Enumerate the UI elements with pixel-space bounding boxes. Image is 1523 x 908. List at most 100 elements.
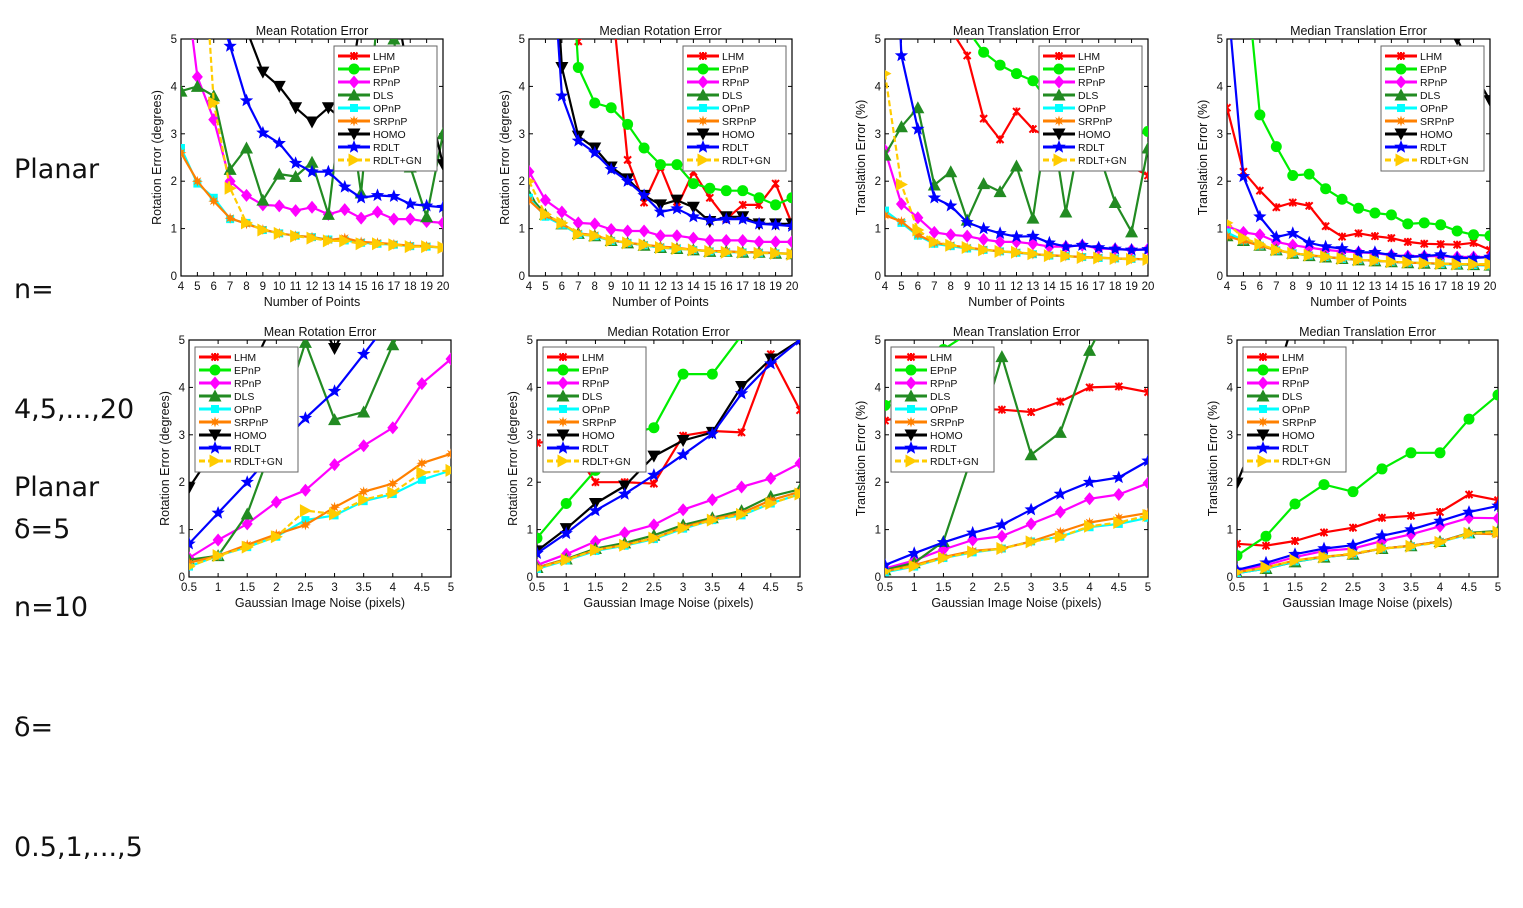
- marker-rdlt: [1351, 245, 1366, 258]
- marker-epnp: [677, 368, 689, 380]
- row-label-varying-points: Planar n= 4,5,...,20 δ=5: [14, 70, 134, 590]
- marker-rdlt-gn: [687, 243, 700, 257]
- marker-rdlt: [555, 88, 569, 102]
- marker-homo: [1237, 477, 1244, 490]
- marker-srpnp: [1395, 115, 1407, 127]
- marker-rdlt: [1141, 242, 1148, 256]
- marker-rdlt-gn: [937, 551, 950, 565]
- x-tick-label: 2: [621, 582, 627, 594]
- x-tick-label: 19: [769, 281, 782, 293]
- marker-rdlt-gn: [655, 241, 667, 255]
- marker-rpnp: [737, 233, 749, 247]
- y-tick-label: 0: [179, 572, 185, 584]
- series-line-rdlt-gn: [537, 493, 800, 570]
- y-tick-label: 3: [171, 129, 177, 141]
- marker-homo: [256, 66, 270, 79]
- marker-rdlt-gn: [557, 454, 570, 468]
- marker-homo: [676, 434, 690, 447]
- marker-rdlt: [1108, 242, 1122, 255]
- plot-area: [1227, 39, 1490, 271]
- x-tick-label: 17: [1434, 281, 1447, 293]
- legend-entry-rdlt: RDLT: [1385, 140, 1447, 154]
- marker-rdlt: [354, 190, 368, 204]
- marker-rpnp: [720, 233, 732, 247]
- marker-rpnp: [416, 377, 428, 391]
- legend-entry-rdlt: RDLT: [1043, 140, 1105, 154]
- legend-entry-epnp: EPnP: [895, 364, 957, 377]
- marker-rdlt-gn: [1109, 251, 1122, 265]
- legend-entry-lhm: LHM: [199, 352, 256, 364]
- y-tick-label: 1: [875, 224, 881, 236]
- marker-opnp: [417, 475, 426, 484]
- marker-lhm: [1288, 198, 1297, 207]
- legend-entry-homo: HOMO: [338, 128, 406, 141]
- x-tick-label: 2: [1321, 582, 1327, 594]
- legend-label: RDLT+GN: [1420, 155, 1469, 167]
- legend-entry-opnp: OPnP: [1247, 404, 1310, 416]
- marker-rdlt: [1042, 235, 1056, 249]
- y-tick-label: 3: [519, 129, 525, 141]
- legend-entry-lhm: LHM: [1247, 352, 1304, 364]
- series-line-rdlt-gn: [1237, 530, 1498, 574]
- marker-dls: [696, 88, 710, 101]
- marker-srpnp: [358, 486, 370, 498]
- x-tick-label: 5: [898, 281, 904, 293]
- marker-homo: [189, 482, 196, 495]
- marker-rdlt: [1288, 547, 1302, 560]
- y-axis-label: Rotation Error (degrees): [498, 90, 512, 225]
- y-tick-label: 3: [1217, 129, 1223, 141]
- marker-lhm: [1464, 490, 1474, 499]
- marker-lhm: [997, 405, 1007, 414]
- marker-rdlt: [1417, 249, 1431, 262]
- marker-epnp: [1418, 217, 1430, 229]
- legend-label: OPnP: [582, 404, 610, 416]
- x-tick-label: 0.5: [877, 582, 893, 594]
- legend-entry-epnp: EPnP: [338, 63, 400, 76]
- marker-lhm: [1406, 511, 1416, 521]
- chart-panel-6: Median Rotation Error 0.5 1 1.5 2 2.5 3 3.5 4 4.5…: [506, 325, 803, 610]
- marker-lhm: [698, 51, 708, 61]
- marker-rdlt-gn: [270, 530, 283, 544]
- row-label-line: δ=5: [14, 514, 71, 545]
- marker-rdlt-gn: [1347, 546, 1360, 560]
- marker-rdlt-gn: [996, 542, 1009, 556]
- legend-entry-rpnp: RPnP: [1385, 75, 1447, 89]
- legend-label: HOMO: [722, 129, 755, 141]
- series-rdlt-gn: [537, 487, 800, 572]
- legend-entry-homo: HOMO: [895, 429, 963, 442]
- marker-epnp: [622, 118, 634, 130]
- marker-rdlt-gn: [1369, 253, 1382, 267]
- marker-epnp: [671, 159, 683, 171]
- x-tick-label: 17: [387, 281, 400, 293]
- legend-label: HOMO: [1078, 129, 1111, 141]
- marker-homo: [696, 128, 710, 141]
- marker-rdlt-gn: [895, 178, 908, 192]
- series-line-rdlt-gn: [189, 469, 451, 568]
- marker-epnp: [648, 422, 660, 434]
- marker-dls: [944, 165, 958, 178]
- marker-rdlt-gn: [189, 563, 196, 571]
- y-tick-label: 4: [875, 382, 882, 394]
- x-tick-label: 1: [1263, 582, 1269, 594]
- y-tick-label: 5: [875, 34, 881, 46]
- x-tick-label: 10: [977, 281, 990, 293]
- marker-lhm: [1321, 222, 1330, 231]
- marker-rdlt: [1009, 229, 1024, 243]
- marker-homo: [328, 343, 342, 356]
- legend-entry-srpnp: SRPnP: [1043, 115, 1112, 128]
- series-line-epnp: [1237, 394, 1498, 557]
- legend-entry-epnp: EPnP: [687, 63, 749, 76]
- marker-epnp: [1395, 63, 1407, 75]
- marker-lhm: [795, 405, 800, 415]
- x-tick-label: 20: [437, 281, 450, 293]
- marker-dls: [347, 88, 361, 101]
- marker-lhm: [1143, 171, 1148, 180]
- marker-rdlt: [403, 197, 417, 210]
- marker-rdlt-gn: [1254, 237, 1267, 251]
- legend-label: RDLT: [373, 142, 400, 154]
- marker-rpnp: [996, 529, 1008, 543]
- marker-rdlt: [1302, 235, 1316, 249]
- marker-rpnp: [1053, 75, 1065, 89]
- marker-lhm: [906, 352, 916, 362]
- marker-rdlt: [298, 411, 313, 424]
